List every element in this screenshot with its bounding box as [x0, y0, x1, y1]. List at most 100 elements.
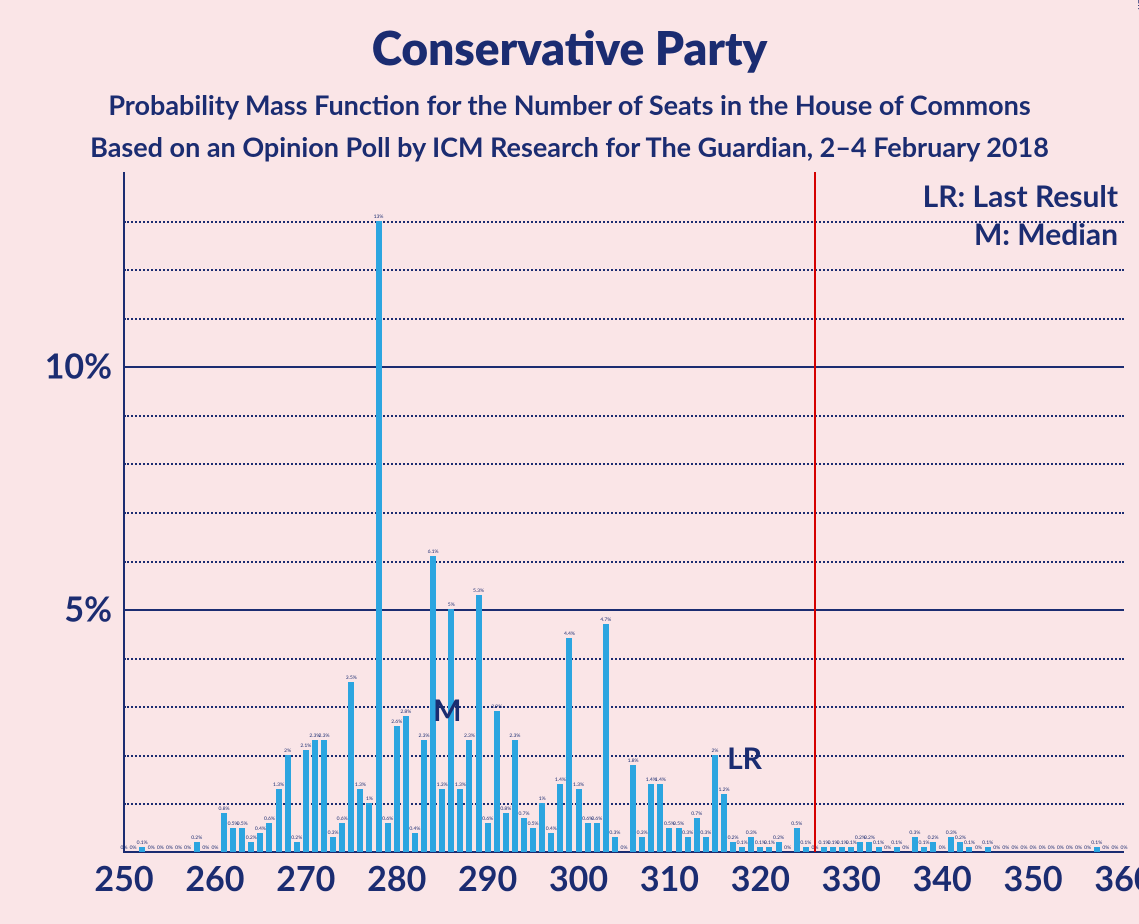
x-tick-label: 280: [367, 858, 426, 899]
x-tick-label: 300: [549, 858, 608, 899]
bar: [257, 833, 263, 852]
bar-value-label: 0%: [1002, 845, 1009, 851]
legend-m: M: Median: [974, 216, 1118, 252]
bar: [348, 682, 354, 852]
chart-container: Conservative Party Probability Mass Func…: [0, 0, 1139, 924]
bar: [730, 842, 736, 852]
bar-value-label: 4.4%: [564, 631, 575, 637]
bar-value-label: 2.1%: [300, 743, 311, 749]
gridline: [124, 561, 1124, 563]
bar-value-label: 0%: [784, 845, 791, 851]
bar-value-label: 2.3%: [464, 733, 475, 739]
bar: [830, 847, 836, 852]
bar-value-label: 0.8%: [219, 806, 230, 812]
y-tick-label: 5%: [64, 589, 124, 630]
bar: [403, 716, 409, 852]
bar-value-label: 0%: [621, 845, 628, 851]
bar: [657, 784, 663, 852]
bar-value-label: 0.1%: [137, 840, 148, 846]
bar-value-label: 0%: [157, 845, 164, 851]
bar: [266, 823, 272, 852]
bar: [503, 813, 509, 852]
bar: [285, 755, 291, 852]
bar-value-label: 0.1%: [964, 840, 975, 846]
bar-value-label: 0.8%: [500, 806, 511, 812]
bar-value-label: 13%: [374, 214, 384, 220]
bar: [694, 818, 700, 852]
bar: [957, 842, 963, 852]
bar-value-label: 0%: [1011, 845, 1018, 851]
bar-value-label: 0.2%: [291, 835, 302, 841]
bar-value-label: 2.3%: [419, 733, 430, 739]
bar: [421, 740, 427, 852]
bar-value-label: 1.3%: [455, 782, 466, 788]
bar: [639, 837, 645, 852]
x-tick-label: 260: [185, 858, 244, 899]
bar: [766, 847, 772, 852]
bar: [476, 595, 482, 852]
bar-value-label: 2%: [711, 748, 718, 754]
bar-value-label: 0.3%: [909, 830, 920, 836]
bar: [494, 711, 500, 852]
bar: [930, 842, 936, 852]
bar: [839, 847, 845, 852]
x-axis: [123, 851, 1124, 853]
bar-value-label: 1%: [539, 796, 546, 802]
bar-value-label: 0.3%: [609, 830, 620, 836]
bar: [239, 828, 245, 852]
bar-value-label: 0%: [1066, 845, 1073, 851]
bar-value-label: 1.8%: [628, 758, 639, 764]
bar-value-label: 0.1%: [982, 840, 993, 846]
bar: [485, 823, 491, 852]
marker-label-m: M: [433, 692, 461, 728]
gridline: [124, 269, 1124, 271]
gridline: [124, 755, 1124, 757]
bar-value-label: 0%: [1039, 845, 1046, 851]
bar: [230, 828, 236, 852]
bar-value-label: 0.6%: [482, 816, 493, 822]
legend-lr: LR: Last Result: [923, 178, 1118, 214]
bar: [876, 847, 882, 852]
bar-value-label: 0.5%: [791, 821, 802, 827]
bar: [557, 784, 563, 852]
bar: [376, 221, 382, 852]
bar-value-label: 0%: [902, 845, 909, 851]
bar-value-label: 0%: [993, 845, 1000, 851]
x-tick-label: 330: [822, 858, 881, 899]
bar-value-label: 0.3%: [328, 830, 339, 836]
bar-value-label: 1.3%: [273, 782, 284, 788]
bar: [330, 837, 336, 852]
bar: [466, 740, 472, 852]
bar: [385, 823, 391, 852]
bar: [612, 837, 618, 852]
bar-value-label: 0.1%: [800, 840, 811, 846]
bar-value-label: 0%: [939, 845, 946, 851]
bar-value-label: 0%: [1075, 845, 1082, 851]
bar-value-label: 0%: [166, 845, 173, 851]
bar: [912, 837, 918, 852]
bar: [666, 828, 672, 852]
majority-marker-line: [814, 172, 816, 852]
bar: [585, 823, 591, 852]
bar-value-label: 0.1%: [891, 840, 902, 846]
gridline: [124, 609, 1124, 611]
bar-value-label: 1%: [366, 796, 373, 802]
bar-value-label: 0.5%: [673, 821, 684, 827]
gridline: [124, 512, 1124, 514]
bar-value-label: 0.7%: [691, 811, 702, 817]
x-tick-label: 340: [913, 858, 972, 899]
bar: [276, 789, 282, 852]
bar-value-label: 2.3%: [509, 733, 520, 739]
bar-value-label: 1.2%: [719, 787, 730, 793]
bar: [221, 813, 227, 852]
bar-value-label: 0%: [130, 845, 137, 851]
bar: [412, 833, 418, 852]
bar: [821, 847, 827, 852]
plot-area: 0%0%0.1%0%0%0%0%0%0.2%0%0%0.8%0.5%0.5%0.…: [124, 172, 1124, 852]
bar-value-label: 0%: [1030, 845, 1037, 851]
bar: [757, 847, 763, 852]
bar: [194, 842, 200, 852]
bar: [748, 837, 754, 852]
x-tick-label: 320: [731, 858, 790, 899]
bar: [312, 740, 318, 852]
